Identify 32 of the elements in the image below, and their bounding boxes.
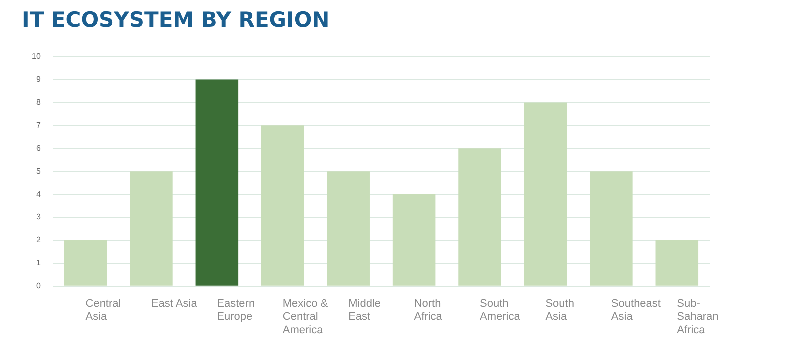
chart-title: IT ECOSYSTEM BY REGION xyxy=(22,8,330,32)
y-tick-label: 8 xyxy=(36,98,42,107)
y-tick-label: 3 xyxy=(36,212,42,222)
bar xyxy=(524,102,568,286)
y-tick-label: 10 xyxy=(32,52,42,62)
x-tick-label: South Asia xyxy=(546,298,574,324)
y-tick-label: 6 xyxy=(36,144,42,153)
bar xyxy=(64,240,108,286)
bar xyxy=(392,194,436,286)
x-tick-label: Eastern Europe xyxy=(217,298,256,324)
bar xyxy=(458,148,502,286)
y-tick-label: 9 xyxy=(36,74,42,84)
x-tick-label: Central Asia xyxy=(86,298,122,324)
x-tick-label: Sub-Saharan Africa xyxy=(677,298,719,336)
y-tick-label: 5 xyxy=(36,166,42,176)
x-tick-label: South America xyxy=(480,298,522,324)
bar xyxy=(261,126,304,286)
bar xyxy=(327,172,370,286)
y-tick-label: 7 xyxy=(36,120,42,130)
bar xyxy=(656,240,699,286)
x-tick-label: Middle East xyxy=(348,298,381,324)
y-tick-label: 2 xyxy=(36,236,42,245)
x-tick-label: Southeast Asia xyxy=(611,298,661,324)
bar xyxy=(130,172,173,286)
x-tick-label: East Asia xyxy=(151,298,198,310)
x-tick-label: North Africa xyxy=(414,298,444,324)
y-tick-label: 0 xyxy=(36,282,42,291)
y-tick-label: 1 xyxy=(36,258,42,268)
bar xyxy=(196,80,239,286)
bar xyxy=(590,172,633,286)
x-tick-label: Mexico & Central America xyxy=(282,298,329,336)
y-tick-label: 4 xyxy=(36,190,42,199)
